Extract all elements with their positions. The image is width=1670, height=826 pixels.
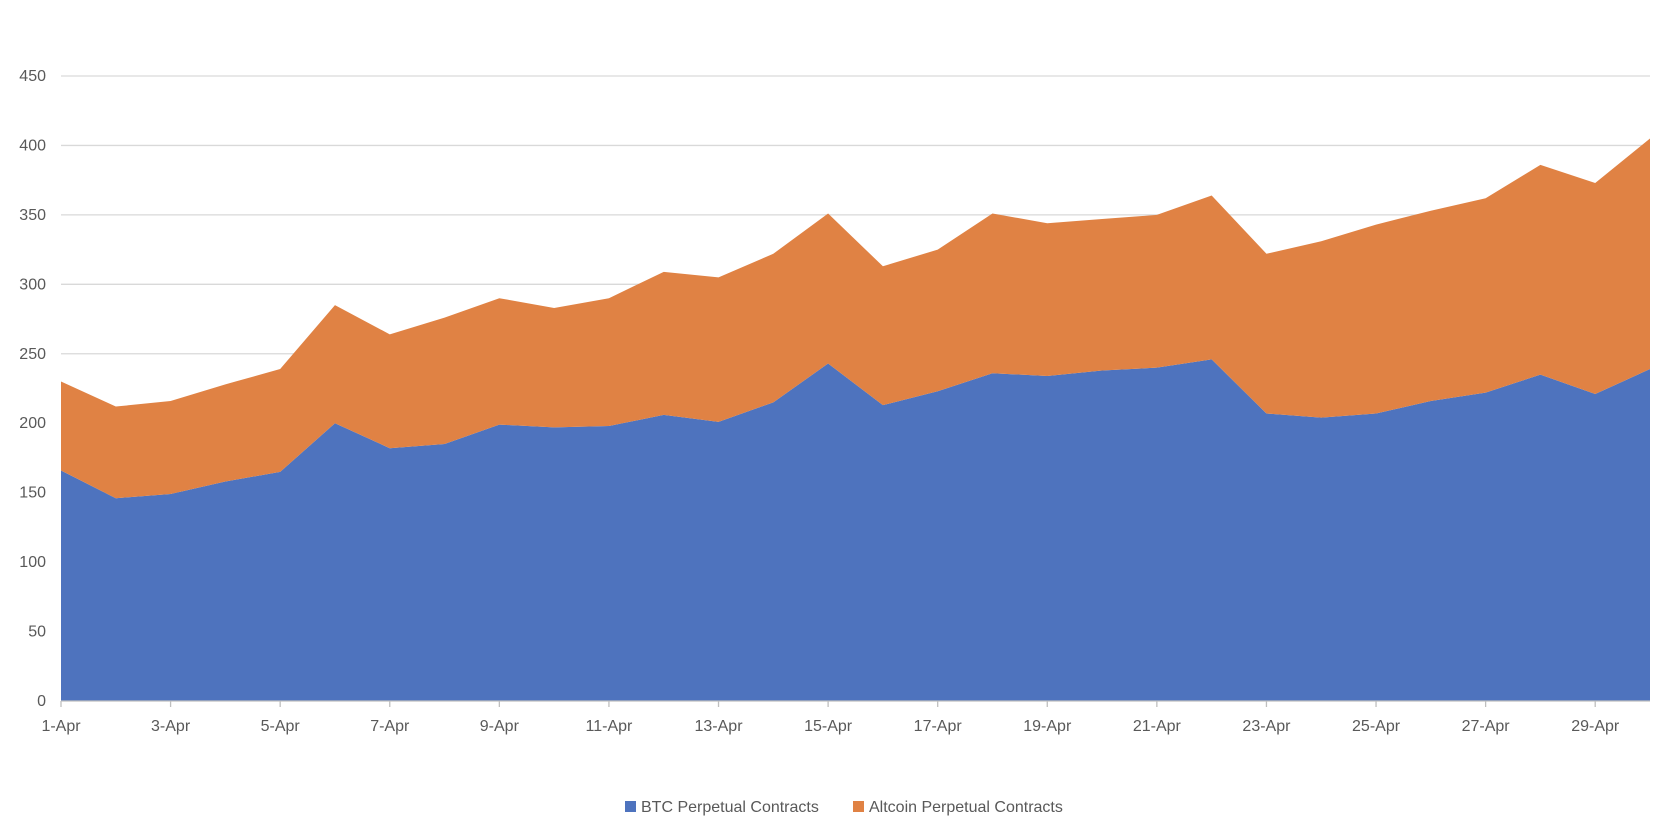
y-tick-label-100: 100 — [19, 554, 46, 571]
x-tick-labels: 1-Apr 3-Apr 5-Apr 7-Apr 9-Apr 11-Apr 13-Apr 15-… — [41, 718, 1619, 735]
y-tick-labels: 0 50 100 150 200 250 300 350 400 450 — [19, 68, 46, 710]
x-tick-label-23-Apr: 23-Apr — [1242, 718, 1291, 735]
x-tick-label-29-Apr: 29-Apr — [1571, 718, 1620, 735]
area-altcoin-perpetual-contracts — [61, 138, 1650, 499]
x-tick-label-21-Apr: 21-Apr — [1133, 718, 1182, 735]
axes — [60, 700, 1650, 707]
x-tick-label-7-Apr: 7-Apr — [370, 718, 410, 735]
x-tick-label-17-Apr: 17-Apr — [914, 718, 963, 735]
legend-label-btc-perpetual-contracts: BTC Perpetual Contracts — [641, 799, 819, 816]
legend-swatch-altcoin-perpetual-contracts — [853, 801, 864, 812]
x-tick-label-19-Apr: 19-Apr — [1023, 718, 1072, 735]
y-tick-label-200: 200 — [19, 415, 46, 432]
x-tick-label-9-Apr: 9-Apr — [480, 718, 520, 735]
y-tick-label-50: 50 — [28, 624, 46, 641]
x-tick-label-13-Apr: 13-Apr — [695, 718, 744, 735]
y-tick-label-250: 250 — [19, 346, 46, 363]
x-tick-label-27-Apr: 27-Apr — [1462, 718, 1511, 735]
area-btc-perpetual-contracts — [61, 359, 1650, 701]
area-series — [61, 138, 1650, 701]
y-tick-label-0: 0 — [37, 693, 46, 710]
y-tick-label-300: 300 — [19, 276, 46, 293]
y-tick-label-400: 400 — [19, 137, 46, 154]
y-tick-label-450: 450 — [19, 68, 46, 85]
legend-label-altcoin-perpetual-contracts: Altcoin Perpetual Contracts — [869, 799, 1063, 816]
x-tick-label-1-Apr: 1-Apr — [41, 718, 81, 735]
x-tick-label-3-Apr: 3-Apr — [151, 718, 191, 735]
y-tick-label-350: 350 — [19, 207, 46, 224]
y-tick-label-150: 150 — [19, 485, 46, 502]
x-tick-label-5-Apr: 5-Apr — [261, 718, 301, 735]
legend: BTC Perpetual Contracts Altcoin Perpetual… — [625, 799, 1063, 816]
x-tick-label-11-Apr: 11-Apr — [586, 718, 634, 735]
x-tick-label-25-Apr: 25-Apr — [1352, 718, 1401, 735]
legend-swatch-btc-perpetual-contracts — [625, 801, 636, 812]
x-tick-label-15-Apr: 15-Apr — [804, 718, 853, 735]
